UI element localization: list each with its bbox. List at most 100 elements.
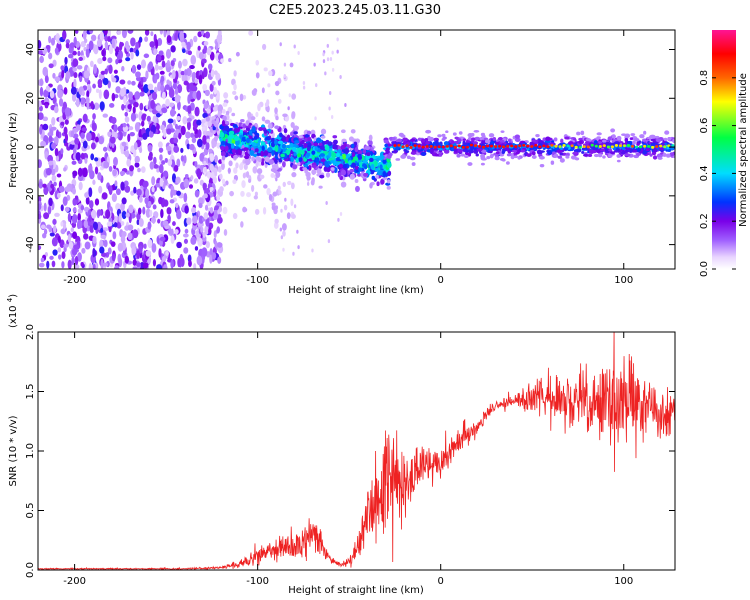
spectrogram-cell	[615, 148, 620, 151]
spectrogram-cell	[384, 143, 388, 147]
spectrogram-cell	[643, 130, 647, 135]
spectrogram-cell	[136, 213, 141, 220]
spectrogram-cell	[504, 146, 510, 151]
spectrogram-cell	[62, 222, 67, 230]
spectrogram-cell	[183, 238, 189, 244]
spectrogram-cell	[113, 69, 118, 74]
spectrogram-cell	[124, 150, 130, 158]
spectrogram-cell	[38, 159, 42, 168]
spectrogram-cell	[127, 30, 134, 34]
spectrogram-cell	[76, 219, 83, 229]
spectrogram-cell	[233, 70, 237, 77]
spectrogram-cell	[289, 62, 294, 68]
spectrogram-cell	[203, 40, 209, 46]
spectrogram-cell	[193, 35, 198, 43]
spectrogram-cell	[339, 212, 343, 217]
spectrogram-cell	[351, 162, 357, 168]
spectrogram-cell	[314, 146, 319, 151]
spectrogram-cell	[213, 70, 218, 75]
spectrogram-cell	[194, 246, 199, 251]
spectrogram-cell	[63, 87, 68, 95]
spectrogram-cell	[56, 192, 61, 199]
spectrogram-cell	[212, 106, 218, 112]
spectrogram-cell	[116, 53, 120, 61]
spectrogram-x-ticks: -200 -100 0 100	[63, 30, 633, 286]
spectrogram-cell	[250, 116, 256, 121]
spectrogram-cell	[649, 153, 653, 157]
spectrogram-cell	[432, 148, 439, 151]
spectrogram-cell	[60, 65, 65, 71]
spectrogram-cell	[38, 213, 42, 220]
spectrogram-cell	[386, 185, 391, 190]
spectrogram-cell	[268, 159, 275, 165]
spectrogram-cell	[117, 125, 123, 132]
spectrogram-cell	[38, 50, 43, 55]
spectrogram-cell	[620, 150, 626, 155]
spectrogram-cell	[228, 58, 232, 63]
spectrogram-cell	[606, 145, 610, 149]
spectrogram-cell	[489, 144, 494, 148]
spectrogram-cell	[111, 38, 115, 49]
spectrogram-cell	[115, 86, 121, 94]
spectrogram-cell	[186, 120, 191, 131]
spectrogram-cell	[64, 56, 68, 65]
spectrogram-cell	[311, 155, 315, 161]
spectrogram-cell	[193, 178, 199, 184]
spectrogram-cell	[147, 83, 154, 91]
spectrogram-cell	[456, 153, 461, 158]
spectrogram-cell	[292, 164, 298, 170]
spectrogram-cell	[57, 247, 62, 253]
spectrogram-cell	[194, 78, 199, 84]
spectrogram-cell	[650, 138, 656, 142]
spectrogram-cell	[437, 145, 441, 149]
spectrogram-cell	[75, 124, 81, 131]
spectrogram-cell	[475, 153, 479, 157]
spectrogram-cell	[118, 213, 122, 223]
spectrogram-cell	[262, 207, 267, 215]
spectrogram-cell	[97, 172, 102, 181]
spectrogram-cell	[467, 162, 473, 166]
spectrogram-cell	[159, 177, 164, 187]
spectrogram-cell	[161, 54, 165, 61]
spectrogram-cell	[339, 163, 343, 168]
spectrogram-cell	[291, 214, 296, 220]
spectrogram-cell	[657, 154, 664, 158]
spectrogram-cell	[143, 243, 147, 249]
spectrogram-cell	[320, 128, 327, 135]
spectrogram-cell	[64, 133, 69, 143]
spectrogram-cell	[103, 239, 108, 248]
spectrogram-cell	[86, 90, 90, 98]
spectrogram-cell	[375, 174, 379, 179]
spectrogram-cell	[254, 191, 258, 197]
colorbar-tick-label: 0.4	[699, 165, 710, 181]
spectrogram-cell	[153, 156, 157, 165]
spectrogram-cell	[232, 90, 237, 95]
spectrogram-cell	[185, 174, 189, 179]
spectrogram-cell	[105, 209, 111, 219]
spectrogram-cell	[63, 126, 68, 135]
spectrogram-cell	[395, 138, 402, 143]
spectrogram-cell	[386, 154, 392, 159]
spectrogram-cell	[166, 145, 172, 152]
spectrogram-cell	[538, 155, 545, 160]
spectrogram-cell	[630, 133, 636, 136]
spectrogram-cell	[112, 231, 117, 240]
spectrogram-cell	[131, 245, 137, 256]
spectrogram-cell	[186, 217, 192, 225]
spectrogram-cell	[330, 167, 335, 171]
spectrogram-cell	[366, 152, 371, 157]
spectrogram-cell	[279, 42, 282, 47]
spectrogram-cell	[147, 154, 153, 161]
spectrogram-cell	[80, 137, 86, 143]
spectrogram-cell	[134, 91, 141, 100]
x-tick-label: 100	[614, 576, 633, 587]
spectrogram-cell	[421, 145, 425, 149]
spectrogram-cell	[280, 235, 284, 240]
spectrogram-cell	[78, 181, 83, 191]
spectrogram-cell	[219, 173, 223, 180]
spectrogram-cell	[64, 107, 71, 117]
spectrogram-cell	[110, 241, 116, 247]
spectrogram-cell	[231, 112, 236, 117]
spectrogram-cell	[123, 180, 129, 187]
